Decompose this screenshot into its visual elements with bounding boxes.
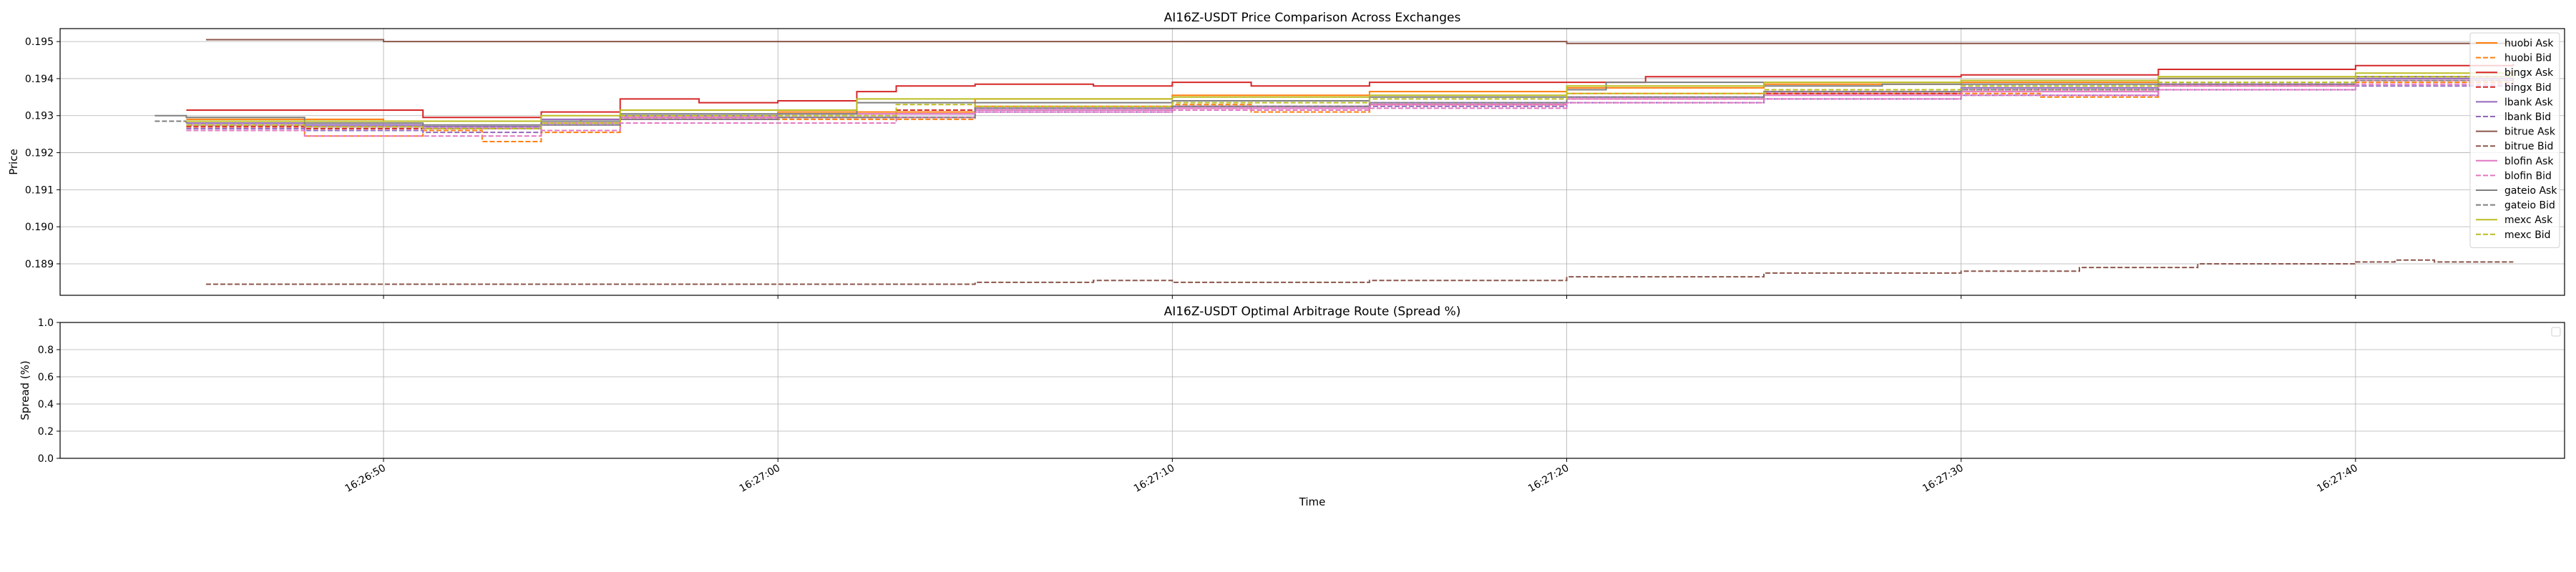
legend-label: blofin Ask [2504,156,2554,167]
series-line-bitrue-bid [205,259,2514,285]
legend-label: blofin Bid [2504,170,2552,182]
spread-ytick-label: 0.2 [38,426,54,438]
series-line-blofin-bid [186,82,2514,137]
legend-label: gateio Ask [2504,185,2557,197]
time-axis-label: Time [1299,495,1326,508]
legend-label: huobi Ask [2504,38,2554,49]
series-line-gateio-ask [155,76,2514,126]
legend-label: bitrue Ask [2504,127,2556,138]
legend-label: bitrue Bid [2504,141,2553,152]
spread-chart: 0.00.20.40.60.81.0 16:26:50 16:27:00 16:27… [19,305,2565,508]
spread-legend-box [2551,327,2561,337]
series-line-mexc-bid [186,76,2514,129]
legend-label: lbank Bid [2504,112,2551,123]
spread-ytick-label: 0.8 [38,345,54,356]
price-ytick-label: 0.190 [25,222,54,233]
legend-label: mexc Ask [2504,214,2553,226]
spread-plot-area [60,322,2565,458]
price-ytick-label: 0.195 [25,36,54,48]
legend-label: gateio Bid [2504,200,2555,212]
spread-chart-title: AI16Z-USDT Optimal Arbitrage Route (Spre… [1164,305,1461,319]
legend-label: lbank Ask [2504,97,2554,108]
spread-y-ticks: 0.0 0.2 0.4 0.6 0.8 1.0 [38,317,60,465]
price-y-axis-label: Price [7,149,20,175]
price-chart-title: AI16Z-USDT Price Comparison Across Excha… [1164,11,1461,25]
price-series-lines [155,39,2514,285]
spread-y-axis-label: Spread (%) [19,360,31,420]
price-ytick-label: 0.191 [25,184,54,196]
spread-ytick-label: 0.0 [38,453,54,465]
spread-ytick-label: 0.6 [38,372,54,383]
legend-label: bingx Ask [2504,67,2554,79]
price-x-ticks [383,295,2356,299]
price-plot-area [60,29,2565,295]
spread-ytick-label: 0.4 [38,399,54,410]
price-comparison-chart: 0.189 0.190 0.191 0.192 0.193 0.194 0.195 AI16… [7,11,2565,299]
spread-plot-border [59,322,2565,459]
legend-label: huobi Bid [2504,53,2552,64]
price-ytick-label: 0.189 [25,259,54,270]
series-line-huobi-bid [186,82,2514,142]
series-line-mexc-ask [186,71,2514,122]
price-y-ticks: 0.189 0.190 0.191 0.192 0.193 0.194 0.195 [25,36,60,270]
spread-ytick-label: 1.0 [38,317,54,329]
price-plot-border [59,28,2565,296]
price-ytick-label: 0.194 [25,74,54,85]
legend-label: mexc Bid [2504,230,2551,241]
price-grid [60,29,2565,295]
price-ytick-label: 0.192 [25,148,54,159]
legend-label: bingx Bid [2504,82,2552,94]
price-legend: huobi Ask huobi Bid bingx Ask bingx Bid lban… [2469,32,2560,248]
price-ytick-label: 0.193 [25,111,54,122]
series-line-bitrue-ask [205,39,2514,44]
series-line-blofin-ask [186,79,2514,129]
